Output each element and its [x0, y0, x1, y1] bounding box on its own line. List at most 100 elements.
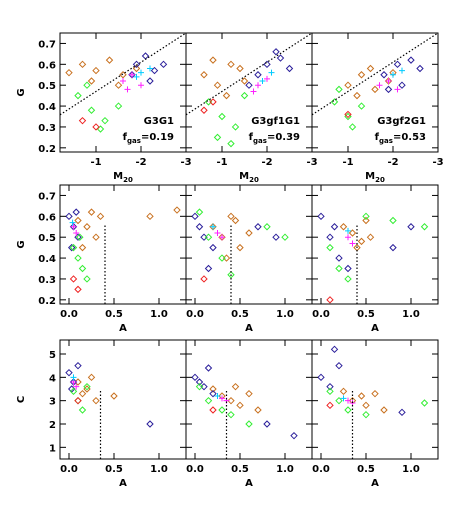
point [74, 233, 82, 241]
x-tick-label: 0.5 [105, 464, 123, 475]
point [339, 223, 348, 231]
x-tick-label: -2 [135, 157, 146, 168]
fgas-symbol: f [123, 132, 128, 143]
x-axis-label: A [371, 323, 379, 334]
reference-line [312, 33, 438, 116]
point [357, 102, 366, 110]
point [87, 106, 96, 114]
point [245, 420, 253, 428]
panel: -1 -2 -3 M20 G3gf1G1 fgas=0.39 [185, 32, 318, 184]
points [317, 212, 429, 304]
point [335, 254, 343, 262]
point [384, 85, 393, 94]
x-tick-label: 1.0 [150, 464, 168, 475]
x-tick-label: -1 [342, 157, 353, 168]
y-tick-label: 0.2 [38, 296, 56, 307]
point [147, 65, 153, 72]
y-tick-label: 0.7 [38, 191, 56, 202]
point [92, 233, 100, 241]
point [227, 410, 235, 419]
point [345, 227, 351, 234]
point [353, 91, 361, 100]
x-tick-label: -2 [387, 157, 398, 168]
points [65, 206, 181, 304]
point [362, 212, 370, 221]
point [231, 382, 240, 391]
point [200, 275, 208, 283]
point [348, 123, 357, 131]
point [218, 112, 226, 121]
points [65, 361, 154, 459]
point [407, 223, 415, 231]
frame [311, 184, 439, 305]
point [74, 361, 82, 370]
panel: -1 -2 -3 M20 G3gf2G1 fgas=0.53 [311, 32, 444, 184]
point [317, 373, 325, 382]
point [191, 212, 199, 221]
point [326, 243, 334, 252]
point [78, 389, 87, 398]
point [416, 64, 424, 73]
point [195, 208, 204, 216]
point [210, 223, 216, 230]
x-axis-label-subscript: 20 [375, 176, 385, 184]
point [70, 223, 77, 230]
fgas-subscript: gas [379, 137, 393, 145]
point [78, 406, 87, 414]
x-axis-label-subscript: 20 [123, 176, 133, 184]
point [376, 82, 383, 89]
point [263, 223, 271, 231]
x-tick-label: 0.0 [60, 464, 78, 475]
points [317, 345, 429, 459]
point [393, 60, 402, 69]
annotation: G3gf2G1 [377, 116, 426, 127]
point [236, 243, 244, 252]
point [87, 208, 96, 216]
point [254, 223, 262, 231]
x-tick-label: 1.0 [276, 309, 294, 320]
point [209, 243, 217, 252]
point [92, 123, 100, 131]
point [204, 264, 213, 273]
point [357, 392, 366, 400]
point [344, 275, 352, 283]
points [312, 33, 438, 131]
point [272, 233, 280, 241]
point [213, 81, 222, 89]
point [105, 56, 114, 64]
point [65, 368, 73, 377]
frame [59, 184, 187, 305]
annotation: G3G1 [144, 116, 174, 127]
point [173, 206, 181, 214]
point [380, 71, 388, 79]
fgas-subscript: gas [127, 137, 141, 145]
point [385, 78, 392, 85]
x-tick-label: -1 [216, 157, 227, 168]
point [281, 233, 289, 241]
point [204, 396, 213, 405]
point [120, 78, 126, 85]
point [96, 212, 105, 221]
point [399, 67, 405, 74]
fgas-value: =0.39 [267, 132, 300, 143]
point [380, 406, 388, 414]
point [128, 71, 136, 79]
frame [59, 339, 187, 460]
point [132, 64, 141, 73]
point [394, 86, 401, 93]
point [78, 116, 87, 125]
point [389, 243, 397, 252]
point [272, 48, 280, 56]
y-tick-label: 0.7 [38, 39, 56, 50]
point [204, 233, 213, 241]
y-tick-label: 0.3 [38, 123, 56, 134]
point [264, 75, 270, 82]
point [76, 233, 84, 241]
y-tick-label: 0.4 [38, 254, 56, 265]
y-tick-label: 2 [49, 420, 56, 431]
point [357, 237, 366, 246]
x-axis-label: M20 [365, 171, 385, 184]
point [200, 106, 208, 114]
point [390, 71, 396, 78]
point [110, 392, 118, 400]
